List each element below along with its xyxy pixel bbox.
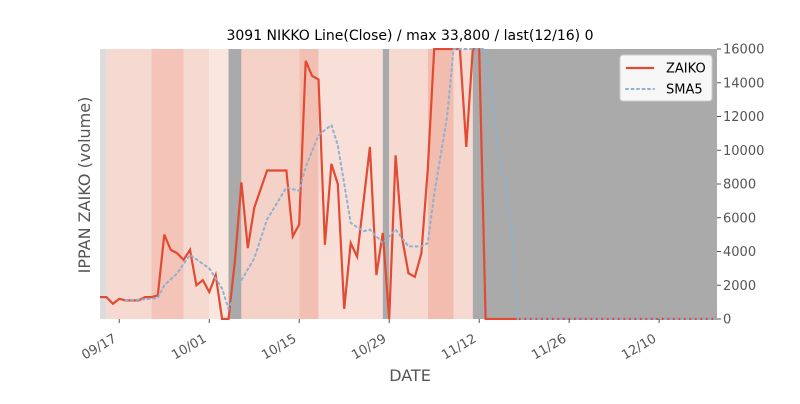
background-band bbox=[299, 49, 319, 319]
series-layer bbox=[100, 48, 717, 320]
series-line-sma5 bbox=[124, 48, 717, 320]
background-band bbox=[151, 49, 184, 319]
y-tick-label: 6000 bbox=[723, 211, 756, 226]
legend: ZAIKO SMA5 bbox=[619, 54, 713, 102]
y-tick-label: 2000 bbox=[723, 279, 756, 294]
y-tick-label: 4000 bbox=[723, 245, 756, 260]
legend-label-sma5: SMA5 bbox=[666, 83, 703, 98]
y-tick-label: 0 bbox=[723, 313, 731, 328]
y-tick-label: 16000 bbox=[723, 43, 764, 58]
x-axis-label: DATE bbox=[389, 366, 431, 385]
y-tick-label: 12000 bbox=[723, 110, 764, 125]
background-band bbox=[100, 49, 107, 319]
background-band bbox=[228, 49, 242, 319]
background-band bbox=[209, 49, 229, 319]
background-band bbox=[106, 49, 152, 319]
legend-label-zaiko: ZAIKO bbox=[666, 62, 706, 77]
chart-title: 3091 NIKKO Line(Close) / max 33,800 / la… bbox=[226, 28, 593, 44]
background-band bbox=[382, 49, 390, 319]
y-axis-label: IPPAN ZAIKO (volume) bbox=[75, 97, 94, 274]
series-line-zaiko bbox=[100, 48, 717, 320]
y-axis: 0 2000 4000 6000 8000 10000 12000 14000 16000 bbox=[717, 43, 764, 328]
background-band bbox=[241, 49, 300, 319]
background-band bbox=[183, 49, 210, 319]
y-tick-label: 8000 bbox=[723, 178, 756, 193]
y-tick-label: 14000 bbox=[723, 76, 764, 91]
y-tick-label: 10000 bbox=[723, 144, 764, 159]
background-band bbox=[318, 49, 383, 319]
